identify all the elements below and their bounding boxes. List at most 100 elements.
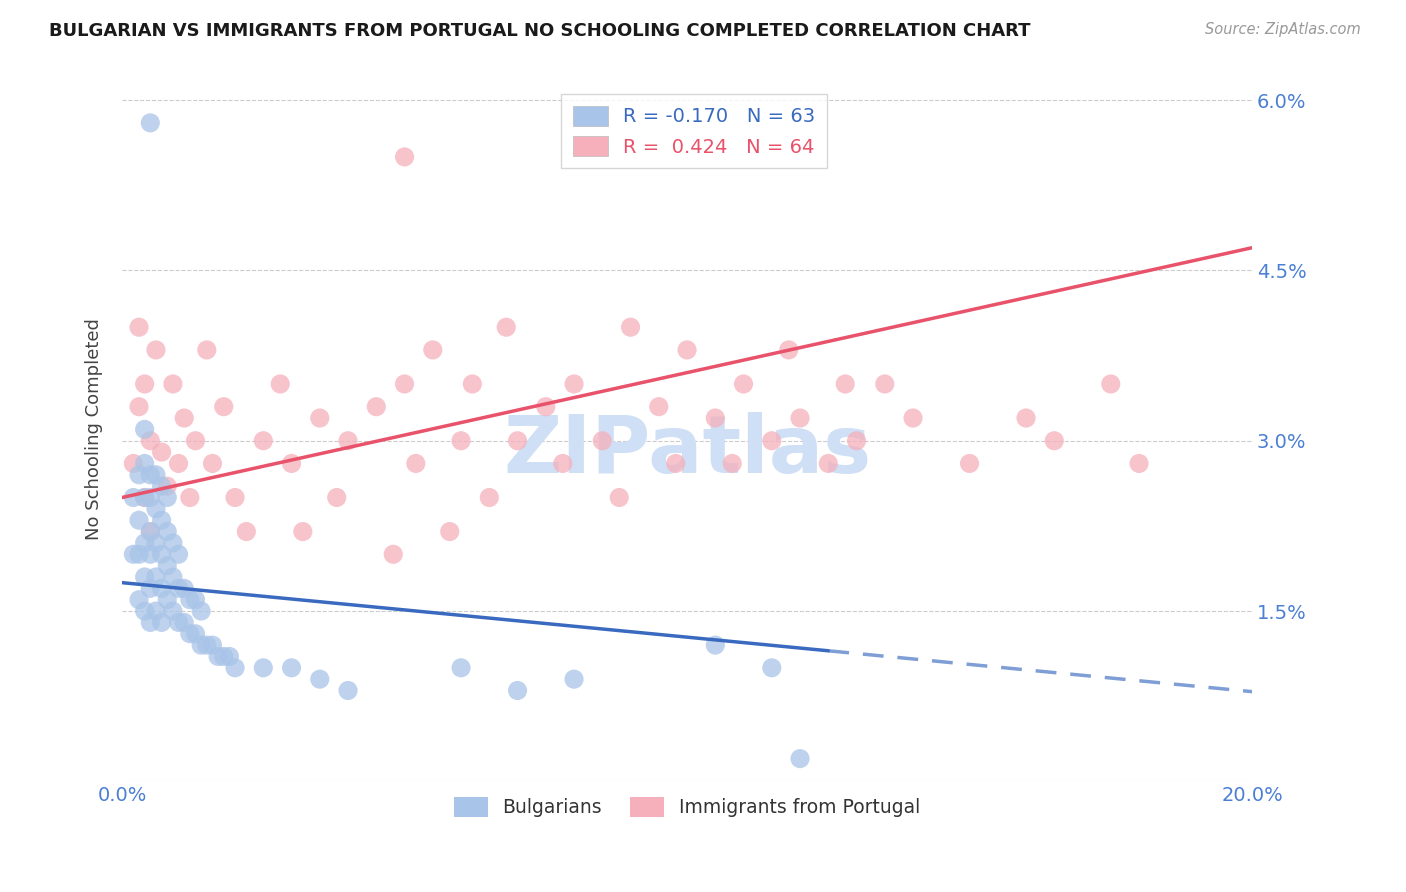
Point (405, 457, 427, 471)
Point (162, 376, 184, 391)
Point (150, 615, 173, 630)
Point (134, 422, 156, 436)
Point (562, 376, 585, 391)
Point (394, 376, 416, 391)
Point (134, 604, 156, 618)
Point (478, 491, 501, 505)
Point (122, 547, 145, 561)
Point (337, 683, 360, 698)
Point (704, 411, 727, 425)
Point (162, 570, 184, 584)
Point (873, 376, 896, 391)
Point (179, 592, 201, 607)
Point (122, 491, 145, 505)
Point (269, 376, 291, 391)
Point (1043, 434, 1066, 448)
Point (551, 457, 574, 471)
Point (901, 411, 924, 425)
Point (190, 638, 212, 652)
Point (128, 513, 150, 527)
Point (150, 547, 173, 561)
Point (128, 400, 150, 414)
Point (128, 547, 150, 561)
Point (134, 536, 156, 550)
Point (167, 582, 190, 596)
Point (139, 524, 162, 539)
Point (184, 434, 207, 448)
Point (506, 434, 529, 448)
Point (761, 661, 783, 675)
Point (337, 434, 360, 448)
Point (156, 592, 179, 607)
Point (308, 672, 330, 686)
Point (450, 661, 472, 675)
Point (648, 400, 671, 414)
Point (150, 479, 173, 493)
Point (145, 467, 167, 482)
Point (676, 343, 699, 357)
Point (195, 343, 218, 357)
Point (162, 536, 184, 550)
Y-axis label: No Schooling Completed: No Schooling Completed (86, 318, 103, 541)
Text: Source: ZipAtlas.com: Source: ZipAtlas.com (1205, 22, 1361, 37)
Point (190, 604, 212, 618)
Point (134, 570, 156, 584)
Point (607, 491, 630, 505)
Point (179, 491, 201, 505)
Point (207, 649, 229, 664)
Point (139, 524, 162, 539)
Point (789, 751, 811, 765)
Point (1099, 376, 1122, 391)
Point (173, 615, 195, 630)
Point (252, 434, 274, 448)
Point (506, 683, 529, 698)
Point (179, 626, 201, 640)
Point (134, 491, 156, 505)
Point (195, 638, 218, 652)
Point (591, 434, 613, 448)
Point (139, 615, 162, 630)
Legend: Bulgarians, Immigrants from Portugal: Bulgarians, Immigrants from Portugal (446, 789, 928, 825)
Point (167, 615, 190, 630)
Point (733, 376, 755, 391)
Point (156, 558, 179, 573)
Point (167, 547, 190, 561)
Point (308, 411, 330, 425)
Point (450, 434, 472, 448)
Point (173, 582, 195, 596)
Point (134, 376, 156, 391)
Point (845, 434, 868, 448)
Point (128, 320, 150, 334)
Point (534, 400, 557, 414)
Point (139, 547, 162, 561)
Point (156, 491, 179, 505)
Point (218, 649, 240, 664)
Point (184, 626, 207, 640)
Point (224, 491, 246, 505)
Point (235, 524, 257, 539)
Point (704, 638, 727, 652)
Point (291, 524, 314, 539)
Point (128, 467, 150, 482)
Point (394, 150, 416, 164)
Point (184, 592, 207, 607)
Point (139, 582, 162, 596)
Point (562, 672, 585, 686)
Point (834, 376, 856, 391)
Point (366, 400, 388, 414)
Point (495, 320, 517, 334)
Point (150, 513, 173, 527)
Point (1128, 457, 1150, 471)
Point (326, 491, 349, 505)
Point (778, 343, 800, 357)
Point (761, 434, 783, 448)
Point (156, 524, 179, 539)
Point (145, 604, 167, 618)
Point (150, 445, 173, 459)
Point (619, 320, 641, 334)
Point (167, 457, 190, 471)
Point (382, 547, 405, 561)
Point (422, 343, 444, 357)
Point (280, 661, 302, 675)
Point (959, 457, 981, 471)
